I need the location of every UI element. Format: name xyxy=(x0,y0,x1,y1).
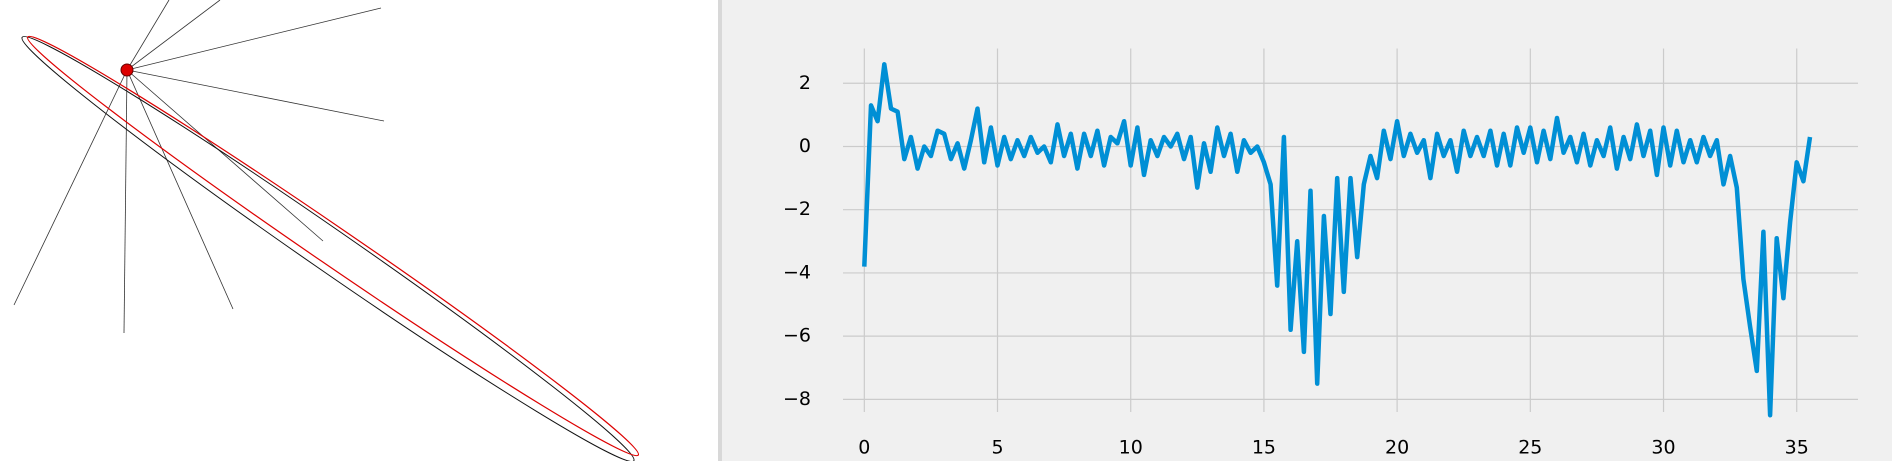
y-tick-label: −4 xyxy=(783,261,811,283)
y-tick-label: −2 xyxy=(783,198,811,220)
divider xyxy=(718,0,722,461)
scene-pane xyxy=(0,0,720,461)
y-tick-label: 0 xyxy=(799,135,811,157)
y-tick-label: −8 xyxy=(783,388,811,410)
series-line xyxy=(862,62,1813,418)
x-tick-label: 20 xyxy=(1385,437,1409,459)
x-tick-label: 10 xyxy=(1119,437,1143,459)
x-tick-label: 5 xyxy=(991,437,1003,459)
y-tick-label: 2 xyxy=(799,72,811,94)
rays xyxy=(13,0,385,334)
x-tick-label: 15 xyxy=(1252,437,1276,459)
x-tick-label: 0 xyxy=(858,437,870,459)
x-tick-label: 25 xyxy=(1518,437,1542,459)
y-tick-label: −6 xyxy=(783,325,811,347)
orbit-ellipse-red xyxy=(26,35,640,457)
body xyxy=(120,63,134,77)
x-tick-label: 35 xyxy=(1785,437,1809,459)
x-tick-label: 30 xyxy=(1651,437,1675,459)
